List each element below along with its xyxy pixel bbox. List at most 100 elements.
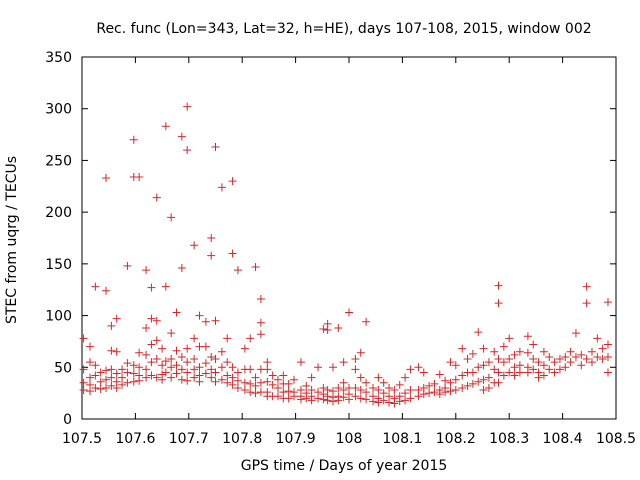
data-point	[251, 389, 260, 398]
data-point	[515, 347, 524, 356]
y-tick-label: 50	[54, 360, 72, 376]
data-point	[190, 365, 199, 374]
data-point	[273, 392, 282, 401]
data-point	[79, 378, 88, 387]
data-point	[484, 373, 493, 382]
data-point	[529, 355, 538, 364]
data-point	[172, 369, 181, 378]
data-point	[152, 316, 161, 325]
data-point	[251, 373, 260, 382]
data-point	[228, 249, 237, 258]
data-point	[161, 282, 170, 291]
data-point	[172, 361, 181, 370]
data-point	[490, 365, 499, 374]
data-point	[603, 352, 612, 361]
data-point	[555, 365, 564, 374]
data-point	[135, 363, 144, 372]
data-point	[339, 386, 348, 395]
data-point	[284, 387, 293, 396]
data-point	[102, 383, 111, 392]
data-point	[505, 334, 514, 343]
data-point	[147, 371, 156, 380]
data-point	[379, 389, 388, 398]
y-tick-label: 250	[45, 153, 72, 169]
data-points	[79, 102, 612, 408]
data-point	[479, 361, 488, 370]
data-point	[107, 373, 116, 382]
data-point	[112, 369, 121, 378]
data-point	[499, 358, 508, 367]
data-point	[211, 368, 220, 377]
data-point	[107, 365, 116, 374]
data-point	[328, 397, 337, 406]
data-point	[201, 359, 210, 368]
data-point	[458, 344, 467, 353]
data-point	[510, 363, 519, 372]
data-point	[256, 378, 265, 387]
data-point	[577, 361, 586, 370]
data-point	[142, 323, 151, 332]
data-point	[523, 332, 532, 341]
data-point	[201, 369, 210, 378]
x-tick-label: 108.4	[543, 431, 583, 447]
data-point	[474, 377, 483, 386]
data-point	[129, 361, 138, 370]
x-tick-label: 108	[336, 431, 363, 447]
data-point	[468, 379, 477, 388]
data-point	[319, 325, 328, 334]
data-point	[96, 377, 105, 386]
data-point	[211, 142, 220, 151]
data-point	[273, 375, 282, 384]
data-point	[279, 371, 288, 380]
data-point	[107, 346, 116, 355]
data-point	[207, 365, 216, 374]
data-point	[142, 350, 151, 359]
data-point	[102, 375, 111, 384]
data-point	[425, 381, 434, 390]
y-tick-label: 150	[45, 257, 72, 273]
data-point	[91, 383, 100, 392]
data-point	[302, 394, 311, 403]
data-point	[534, 373, 543, 382]
data-point	[406, 394, 415, 403]
data-point	[135, 348, 144, 357]
data-point	[161, 122, 170, 131]
data-point	[86, 387, 95, 396]
data-point	[307, 373, 316, 382]
data-point	[91, 361, 100, 370]
data-point	[201, 342, 210, 351]
data-point	[147, 358, 156, 367]
data-point	[256, 330, 265, 339]
data-point	[374, 398, 383, 407]
data-point	[240, 378, 249, 387]
data-point	[550, 368, 559, 377]
data-point	[351, 365, 360, 374]
data-point	[158, 375, 167, 384]
data-point	[123, 359, 132, 368]
data-point	[334, 396, 343, 405]
data-point	[494, 355, 503, 364]
data-point	[118, 373, 127, 382]
data-point	[268, 371, 277, 380]
data-point	[603, 340, 612, 349]
data-point	[263, 377, 272, 386]
data-point	[289, 375, 298, 384]
data-point	[135, 376, 144, 385]
data-point	[158, 344, 167, 353]
data-point	[112, 314, 121, 323]
data-point	[217, 347, 226, 356]
data-point	[451, 361, 460, 370]
data-point	[263, 365, 272, 374]
data-point	[505, 368, 514, 377]
data-point	[451, 375, 460, 384]
data-point	[273, 383, 282, 392]
data-point	[374, 386, 383, 395]
data-point	[152, 193, 161, 202]
data-point	[571, 329, 580, 338]
data-point	[523, 368, 532, 377]
data-point	[362, 317, 371, 326]
data-point	[339, 393, 348, 402]
data-point	[158, 361, 167, 370]
data-point	[539, 371, 548, 380]
